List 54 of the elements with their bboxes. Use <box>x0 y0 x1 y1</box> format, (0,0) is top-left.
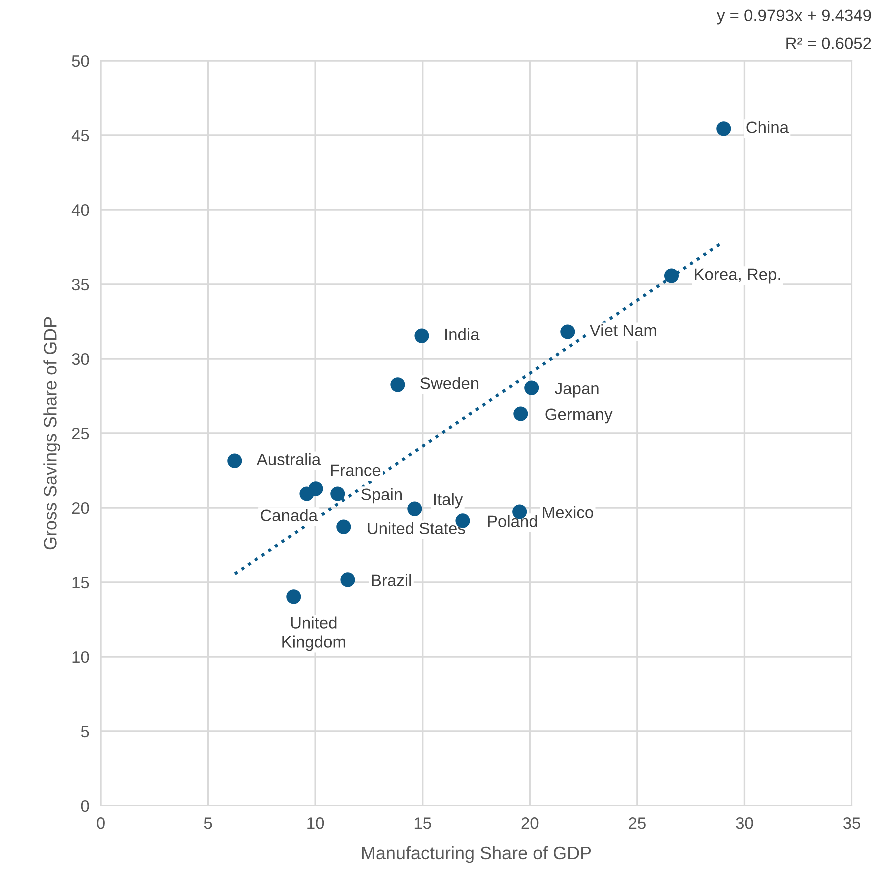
annotation: United Kingdom <box>282 616 346 652</box>
point <box>560 324 576 340</box>
annotation: France <box>331 464 381 476</box>
annotation: Brazil <box>372 574 412 586</box>
y-axis-title: Gross Savings Share of GDP <box>44 317 60 550</box>
annotation: Mexico <box>543 506 594 518</box>
y-tick-label: 50 <box>72 55 90 68</box>
text: y = 0.9793x + 9.4349 <box>717 10 872 25</box>
x-tick-label: 0 <box>97 818 105 830</box>
annotation: Germany <box>546 408 613 424</box>
x-axis-title: Manufacturing Share of GDP <box>362 846 592 864</box>
annotation: Spain <box>362 488 402 504</box>
point <box>716 122 732 136</box>
annotation: China <box>746 121 790 134</box>
point <box>336 520 352 534</box>
point <box>524 380 540 396</box>
point <box>514 406 528 422</box>
point <box>228 454 242 468</box>
annotation: Australia <box>256 453 322 466</box>
point <box>390 378 406 392</box>
annotation: Japan <box>555 382 599 398</box>
x-tick-label: 15 <box>414 818 432 830</box>
annotation: Korea, Rep. <box>695 268 780 284</box>
y-tick-label: 10 <box>72 651 90 664</box>
x-tick-label: 20 <box>522 818 539 830</box>
annotation: Viet Nam <box>590 324 656 336</box>
annotation: India <box>446 328 480 340</box>
point <box>340 572 356 588</box>
annotation: Sweden <box>420 377 479 390</box>
y-tick-label: 0 <box>81 800 90 812</box>
y-tick-label: 5 <box>81 726 90 738</box>
point <box>330 486 346 502</box>
y-tick-label: 15 <box>72 577 90 589</box>
point <box>408 502 422 516</box>
y-tick-label: 20 <box>72 502 90 514</box>
y-tick-label: 30 <box>72 353 90 366</box>
annotation: Poland <box>488 515 538 528</box>
point <box>664 268 680 284</box>
x-tick-label: 5 <box>204 818 212 830</box>
x-tick-label: 35 <box>843 818 860 830</box>
x-tick-label: 25 <box>629 818 646 830</box>
point <box>414 328 430 344</box>
y-tick-label: 25 <box>72 428 90 440</box>
annotation: United States <box>368 522 466 534</box>
x-tick-label: 10 <box>308 818 324 830</box>
x-tick-label: 30 <box>736 818 754 830</box>
y-tick-label: 45 <box>72 130 90 142</box>
annotation: Italy <box>434 493 464 509</box>
annotation: Canada <box>261 509 318 522</box>
text: R² = 0.6052 <box>786 38 872 50</box>
y-tick-label: 40 <box>72 204 90 216</box>
y-tick-label: 35 <box>72 278 90 291</box>
point <box>286 590 302 604</box>
point <box>300 486 314 502</box>
